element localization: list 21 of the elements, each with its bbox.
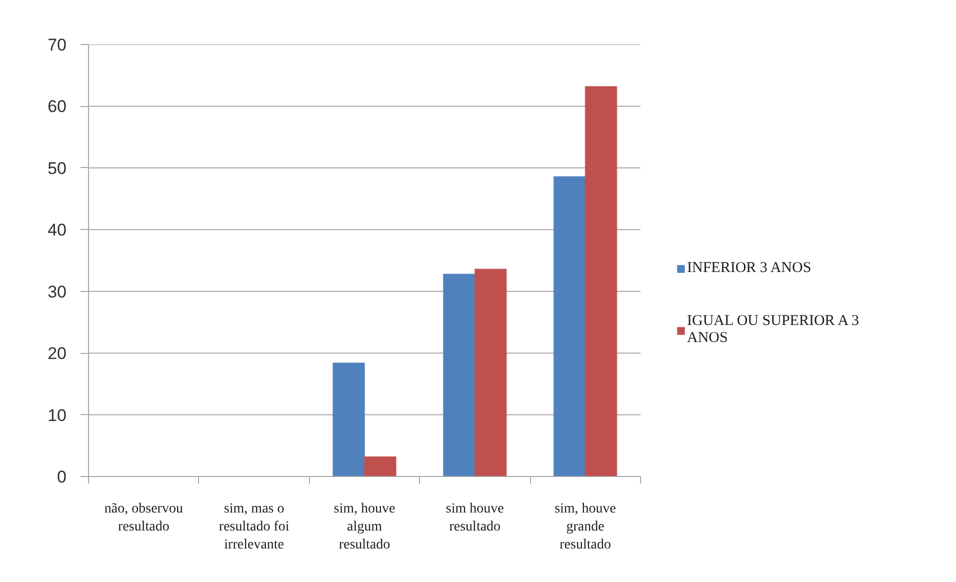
x-tick-label: sim, mas o resultado foi irrelevante bbox=[218, 502, 290, 552]
y-tick-label: 30 bbox=[48, 282, 67, 302]
legend-label: IGUAL OU SUPERIOR A 3 ANOS bbox=[687, 313, 859, 347]
y-tick-label: 10 bbox=[48, 406, 67, 425]
x-tick-label: sim houve resultado bbox=[446, 502, 504, 534]
bar bbox=[474, 268, 507, 476]
legend-label: INFERIOR 3 ANOS bbox=[687, 260, 812, 277]
bar bbox=[584, 86, 618, 476]
y-tick-label: 20 bbox=[48, 344, 67, 364]
bar bbox=[332, 362, 365, 476]
x-tick-label: sim, houve algum resultado bbox=[334, 502, 396, 552]
y-tick-label: 40 bbox=[48, 220, 67, 240]
y-tick-label: 70 bbox=[48, 36, 67, 54]
bar bbox=[553, 176, 586, 476]
x-tick-label: sim, houve grande resultado bbox=[554, 502, 616, 552]
bar bbox=[442, 274, 476, 476]
y-tick-label: 0 bbox=[57, 468, 67, 486]
y-tick-label: 50 bbox=[48, 158, 67, 178]
y-tick-label: 60 bbox=[48, 97, 67, 116]
x-tick-label: não, observou resultado bbox=[104, 502, 183, 534]
bar bbox=[364, 456, 396, 476]
